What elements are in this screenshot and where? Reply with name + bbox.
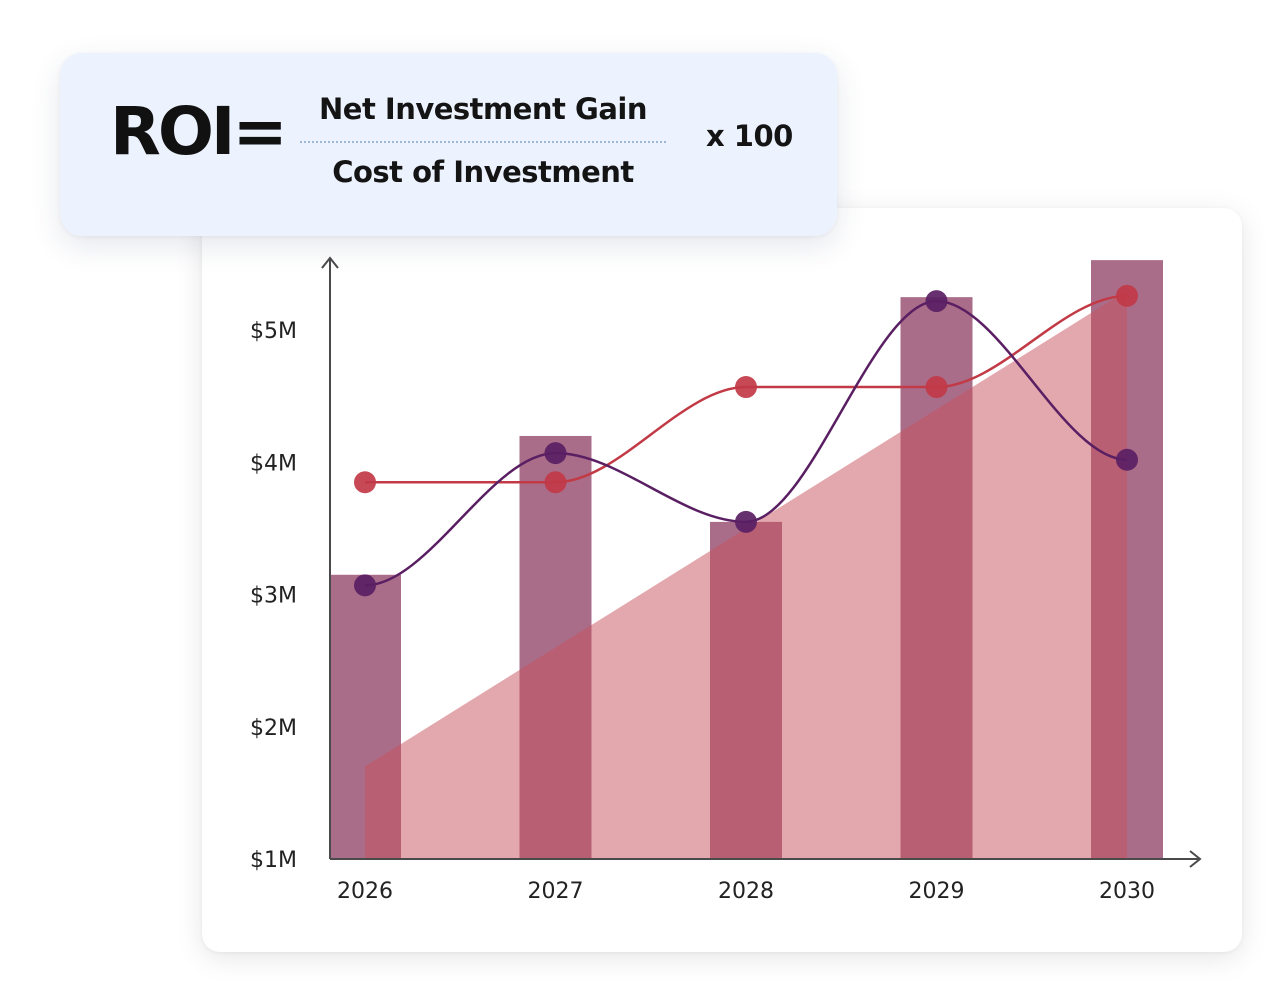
- series-2-point-2028: [735, 376, 757, 399]
- y-tick-label-4: $4M: [250, 451, 297, 476]
- series-3-point-2027: [544, 442, 567, 465]
- tick-labels: 2026 2027 2028 2029 2030 $1M $2M $3M $4M $5M: [250, 319, 1155, 904]
- chart-axes: [321, 256, 1202, 868]
- formula-denominator: Cost of Investment: [332, 155, 634, 189]
- series-2-point-2026: [354, 471, 376, 494]
- x-tick-label-2029: 2029: [909, 879, 965, 904]
- series-3-point-2030: [1116, 448, 1138, 471]
- roi-chart: 2026 2027 2028 2029 2030 $1M $2M $3M $4M $5M: [250, 256, 1202, 904]
- roi-label: ROI=: [110, 93, 288, 170]
- fraction-divider: [300, 141, 666, 143]
- series-3-point-2029: [925, 290, 948, 313]
- x-tick-label-2027: 2027: [528, 879, 584, 904]
- x-axis-arrowhead: [1189, 850, 1202, 868]
- trend-area: [365, 290, 1127, 859]
- formula-multiplier: x 100: [706, 119, 793, 153]
- y-tick-label-3: $3M: [250, 584, 297, 609]
- formula-numerator: Net Investment Gain: [319, 92, 647, 126]
- y-tick-label-5: $5M: [250, 319, 297, 344]
- area-series: [365, 290, 1127, 859]
- line-series: [354, 284, 1138, 597]
- x-tick-label-2028: 2028: [718, 879, 774, 904]
- y-tick-label-1: $1M: [250, 848, 297, 873]
- roi-formula-card: ROI= Net Investment Gain Cost of Investm…: [60, 53, 837, 236]
- x-tick-label-2030: 2030: [1099, 879, 1155, 904]
- series-line-3: [364, 299, 1128, 587]
- series-2-point-2029: [925, 376, 948, 399]
- series-2-point-2027: [544, 471, 567, 494]
- series-3-point-2028: [735, 510, 757, 533]
- series-3-point-2026: [354, 574, 376, 597]
- series-2-point-2030: [1116, 284, 1138, 307]
- y-tick-label-2: $2M: [250, 716, 297, 741]
- chart-card: 2026 2027 2028 2029 2030 $1M $2M $3M $4M $5M: [202, 208, 1242, 952]
- x-tick-label-2026: 2026: [337, 879, 393, 904]
- y-axis-arrowhead: [321, 256, 339, 269]
